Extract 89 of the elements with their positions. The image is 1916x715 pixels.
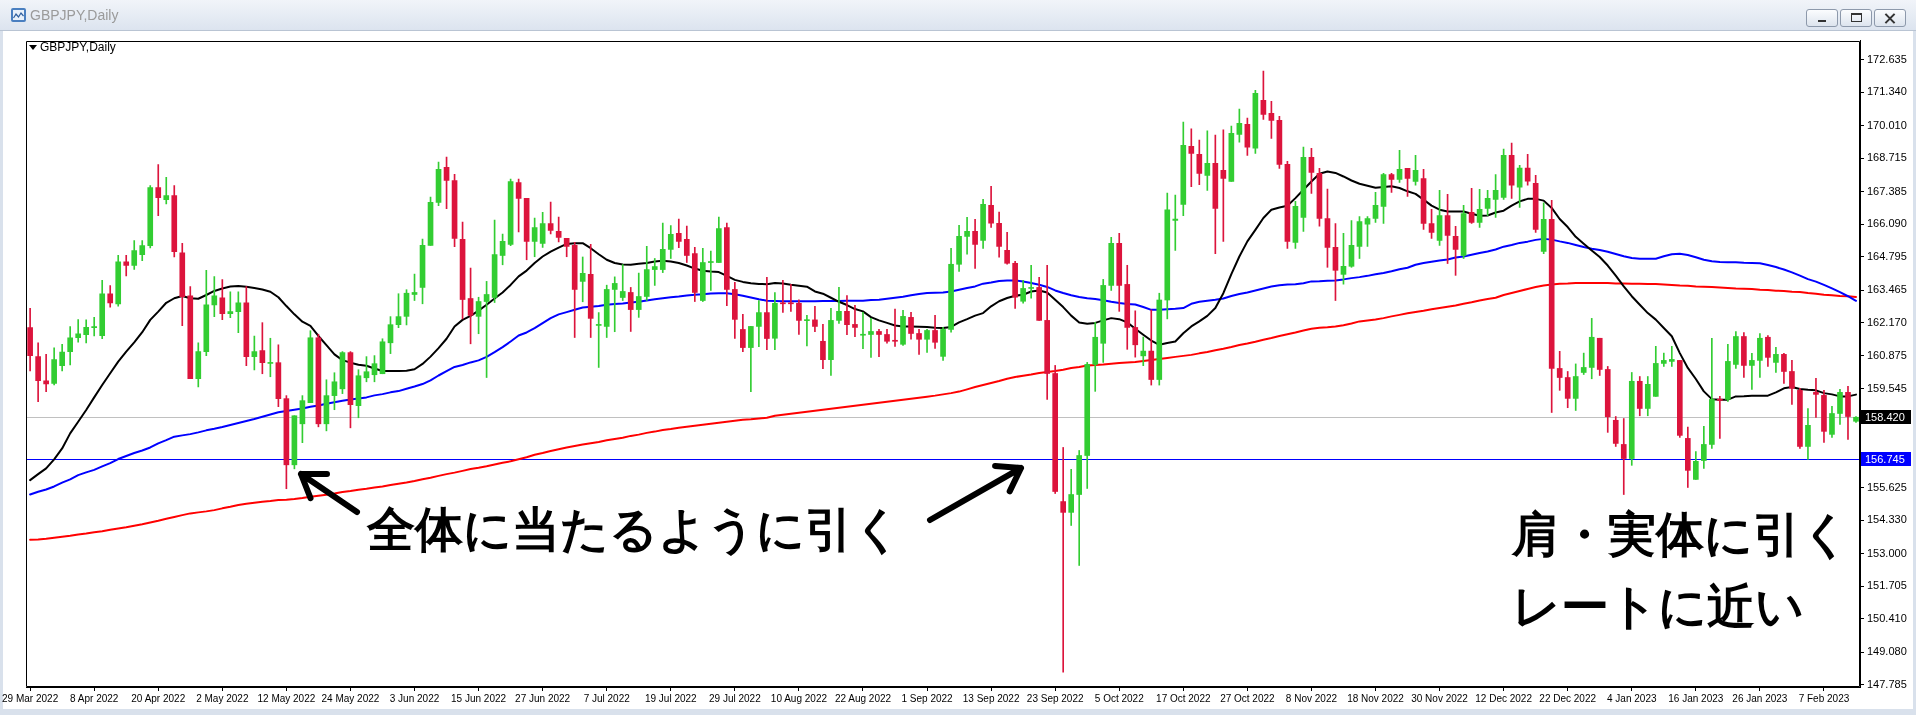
x-tick-label: 8 Apr 2022 — [70, 692, 119, 704]
y-tick-label: 153.000 — [1867, 546, 1907, 559]
x-tick-label: 5 Oct 2022 — [1094, 692, 1145, 704]
x-tick-label: 29 Jul 2022 — [708, 692, 762, 704]
candlestick — [1813, 377, 1819, 418]
y-tick-label: 172.635 — [1867, 52, 1907, 65]
ref-line-label: 158.420 — [1865, 410, 1905, 423]
annotation: レートに近い — [1512, 578, 1804, 634]
x-tick-label: 16 Jan 2023 — [1668, 692, 1724, 704]
candlestick — [852, 304, 858, 338]
candlestick — [1556, 351, 1563, 391]
candlestick — [75, 319, 81, 343]
x-tick-label: 2 May 2022 — [196, 692, 249, 704]
x-tick-label: 7 Jul 2022 — [583, 692, 631, 704]
y-tick-label: 167.385 — [1867, 184, 1907, 197]
candlestick — [1749, 353, 1755, 390]
candlestick — [611, 276, 618, 333]
x-tick-label: 15 Jun 2022 — [451, 692, 507, 704]
x-tick-label: 22 Aug 2022 — [834, 692, 892, 704]
y-tick-label: 149.080 — [1867, 645, 1907, 658]
candlestick — [804, 315, 810, 347]
candlestick — [707, 250, 714, 291]
candlestick — [780, 280, 786, 313]
candlestick — [876, 329, 882, 357]
candlestick — [619, 264, 626, 301]
candlestick — [579, 256, 586, 303]
candlestick — [892, 308, 898, 347]
x-tick-label: 19 Jul 2022 — [644, 692, 698, 704]
candlestick — [123, 254, 130, 277]
x-tick-label: 27 Jun 2022 — [515, 692, 571, 704]
candlestick — [868, 318, 874, 358]
x-tick-label: 30 Nov 2022 — [1411, 692, 1469, 704]
y-tick-label: 154.330 — [1867, 513, 1907, 526]
candlestick — [43, 354, 49, 392]
x-tick-label: 24 May 2022 — [321, 692, 380, 704]
x-tick-label: 7 Feb 2023 — [1798, 692, 1850, 704]
candlestick — [211, 276, 218, 317]
x-tick-label: 17 Oct 2022 — [1156, 692, 1211, 704]
annotation: 全体に当たるように引く — [367, 501, 902, 557]
x-tick-label: 3 Jun 2022 — [389, 692, 440, 704]
candlestick — [1668, 345, 1675, 367]
x-tick-label: 13 Sep 2022 — [962, 692, 1020, 704]
candlestick — [651, 258, 658, 286]
ref-line-label: 156.745 — [1865, 452, 1905, 465]
y-tick-label: 163.465 — [1867, 283, 1907, 296]
y-tick-label: 160.875 — [1867, 348, 1907, 361]
y-tick-label: 170.010 — [1867, 118, 1907, 131]
y-tick-label: 147.785 — [1867, 677, 1907, 690]
x-tick-label: 4 Jan 2023 — [1607, 692, 1657, 704]
candlestick — [916, 329, 922, 355]
x-tick-label: 8 Nov 2022 — [1285, 692, 1338, 704]
candlestick — [155, 164, 162, 217]
candlestick — [1717, 396, 1723, 439]
candlestick — [1028, 264, 1034, 299]
candlestick — [788, 284, 794, 312]
y-tick-label: 159.545 — [1867, 381, 1907, 394]
y-tick-label: 166.090 — [1867, 217, 1907, 230]
x-tick-label: 12 May 2022 — [257, 692, 316, 704]
y-tick-label: 162.170 — [1867, 315, 1907, 328]
candlestick — [595, 312, 602, 368]
y-tick-label: 151.705 — [1867, 579, 1907, 592]
y-tick-label: 168.715 — [1867, 151, 1907, 164]
x-tick-label: 29 Mar 2022 — [2, 692, 59, 704]
candlestick — [964, 216, 970, 255]
x-tick-label: 10 Aug 2022 — [770, 692, 828, 704]
x-tick-label: 27 Oct 2022 — [1220, 692, 1276, 704]
y-tick-label: 164.795 — [1867, 249, 1907, 262]
annotation: 肩・実体に引く — [1512, 506, 1850, 562]
candlestick — [1140, 336, 1147, 367]
candlestick — [1188, 128, 1195, 188]
x-tick-label: 23 Sep 2022 — [1026, 692, 1084, 704]
candlestick — [1060, 447, 1067, 673]
chart-title: GBPJPY,Daily — [30, 7, 119, 24]
y-tick-label: 150.410 — [1867, 611, 1907, 624]
x-tick-label: 18 Nov 2022 — [1347, 692, 1405, 704]
x-tick-label: 20 Apr 2022 — [131, 692, 186, 704]
candlestick — [227, 291, 234, 318]
x-tick-label: 1 Sep 2022 — [901, 692, 954, 704]
x-tick-label: 22 Dec 2022 — [1539, 692, 1597, 704]
candlestick — [163, 176, 170, 205]
x-tick-label: 12 Dec 2022 — [1475, 692, 1533, 704]
candlestick — [1172, 194, 1179, 251]
x-tick-label: 26 Jan 2023 — [1732, 692, 1788, 704]
y-tick-label: 171.340 — [1867, 85, 1907, 98]
candlestick — [91, 317, 98, 337]
candlestick — [1620, 418, 1627, 495]
candlestick — [860, 312, 866, 349]
y-tick-label: 155.625 — [1867, 480, 1907, 493]
chart-subtitle: GBPJPY,Daily — [40, 40, 116, 54]
